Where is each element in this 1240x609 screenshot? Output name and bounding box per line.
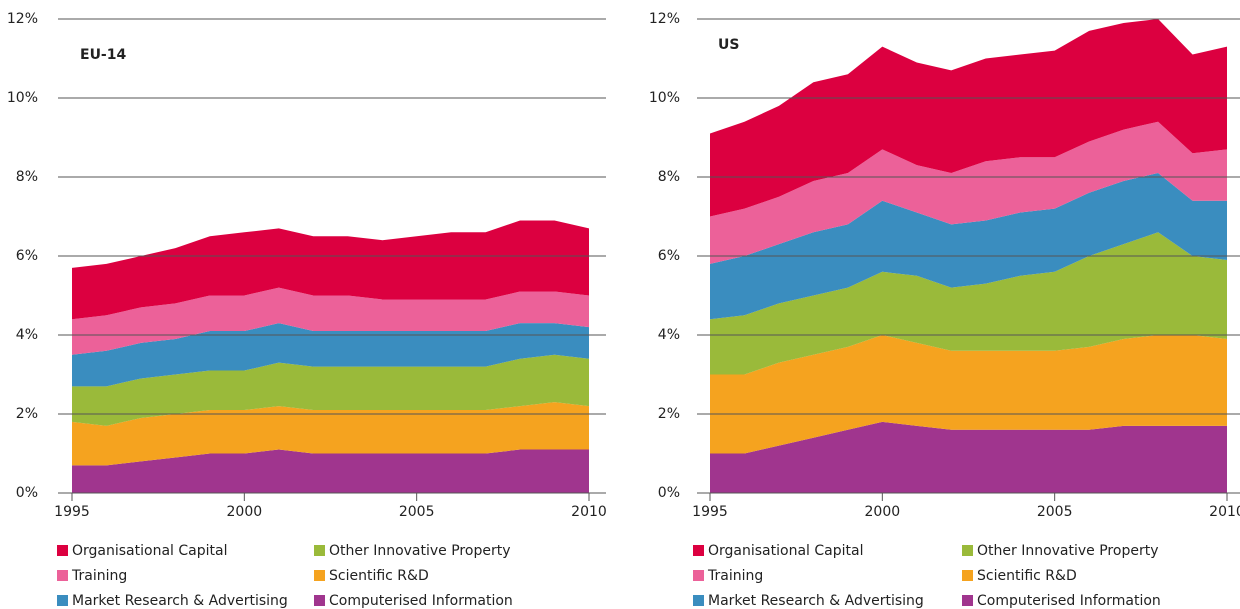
area [72, 323, 589, 387]
area [710, 232, 1227, 375]
legend-swatch [57, 545, 68, 556]
x-tick-label: 2005 [1037, 504, 1073, 520]
legend-label: Other Innovative Property [977, 543, 1158, 559]
legend-label: Training [71, 568, 127, 584]
plot [72, 220, 589, 493]
y-tick-label: 2% [658, 406, 680, 422]
x-tick-label: 2010 [571, 504, 607, 520]
legend-label: Other Innovative Property [329, 543, 510, 559]
legend-swatch [962, 595, 973, 606]
legend-label: Market Research & Advertising [708, 593, 924, 609]
legend-swatch [962, 570, 973, 581]
legend-swatch [314, 595, 325, 606]
legend-label: Training [707, 568, 763, 584]
x-tick-label: 2010 [1209, 504, 1240, 520]
area [72, 449, 589, 493]
area [710, 19, 1227, 217]
y-tick-label: 2% [16, 406, 38, 422]
area [72, 287, 589, 355]
legend-swatch [693, 595, 704, 606]
y-tick-label: 4% [658, 327, 680, 343]
legend-swatch [962, 545, 973, 556]
legend-label: Organisational Capital [72, 543, 227, 559]
area [710, 121, 1227, 264]
y-tick-label: 6% [16, 248, 38, 264]
x-tick-label: 2005 [399, 504, 435, 520]
legend-swatch [57, 570, 68, 581]
legend-swatch [57, 595, 68, 606]
legend-label: Organisational Capital [708, 543, 863, 559]
area [710, 173, 1227, 320]
legend-label: Computerised Information [977, 593, 1161, 609]
area [72, 354, 589, 426]
x-tick-label: 1995 [54, 504, 90, 520]
y-tick-label: 4% [16, 327, 38, 343]
plot [710, 19, 1227, 493]
y-tick-label: 10% [649, 90, 680, 106]
area [72, 220, 589, 320]
y-tick-label: 8% [658, 169, 680, 185]
legend-label: Scientific R&D [329, 568, 429, 584]
y-tick-label: 0% [16, 485, 38, 501]
y-tick-label: 0% [658, 485, 680, 501]
area [710, 421, 1227, 493]
panel-title: US [718, 37, 739, 53]
legend-label: Scientific R&D [977, 568, 1077, 584]
legend-label: Market Research & Advertising [72, 593, 288, 609]
area [72, 402, 589, 466]
legend-swatch [314, 570, 325, 581]
x-tick-label: 2000 [865, 504, 901, 520]
x-tick-label: 1995 [692, 504, 728, 520]
area [710, 335, 1227, 454]
y-tick-label: 12% [649, 11, 680, 27]
legend-swatch [314, 545, 325, 556]
x-tick-label: 2000 [227, 504, 263, 520]
y-tick-label: 12% [7, 11, 38, 27]
panel-title: EU-14 [80, 47, 126, 63]
legend-swatch [693, 545, 704, 556]
y-tick-label: 6% [658, 248, 680, 264]
legend-label: Computerised Information [329, 593, 513, 609]
legend-swatch [693, 570, 704, 581]
y-tick-label: 8% [16, 169, 38, 185]
y-tick-label: 10% [7, 90, 38, 106]
